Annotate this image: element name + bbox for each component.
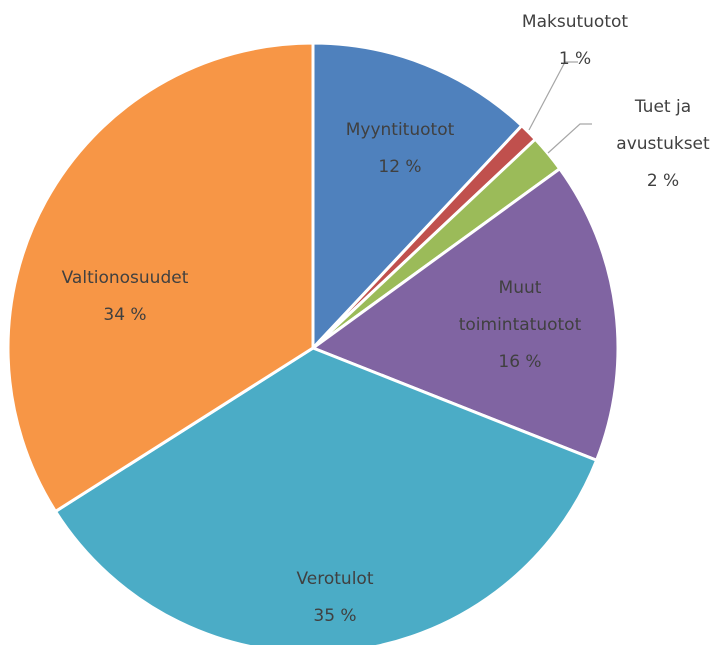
leader-line: [528, 61, 578, 131]
slice-label: Valtionosuudet 34 %: [25, 260, 225, 334]
category-name: Verotulot: [296, 569, 374, 589]
category-name: Tuet ja avustukset: [616, 97, 710, 154]
category-name: Muut toimintatuotot: [458, 278, 582, 335]
slice-label: Maksutuotot 1 %: [505, 4, 645, 78]
category-name: Valtionosuudet: [61, 268, 189, 288]
value-label: 2 %: [646, 171, 680, 191]
pie-slice: [309, 166, 620, 463]
leader-line: [547, 123, 592, 154]
slice-label: Verotulot 35 %: [255, 561, 415, 635]
pie-slice: [6, 41, 315, 514]
slice-label: Tuet ja avustukset 2 %: [608, 89, 718, 200]
value-label: 1 %: [558, 49, 592, 69]
slice-label: Muut toimintatuotot 16 %: [445, 270, 595, 381]
value-label: 16 %: [498, 352, 542, 372]
pie-slice: [53, 346, 599, 645]
category-name: Myyntituotot: [345, 120, 455, 140]
pie-slice: [311, 41, 524, 352]
category-name: Maksutuotot: [521, 12, 629, 32]
value-label: 34 %: [103, 305, 147, 325]
value-label: 35 %: [313, 606, 357, 626]
slice-label: Myyntituotot 12 %: [320, 112, 480, 186]
value-label: 12 %: [378, 157, 422, 177]
